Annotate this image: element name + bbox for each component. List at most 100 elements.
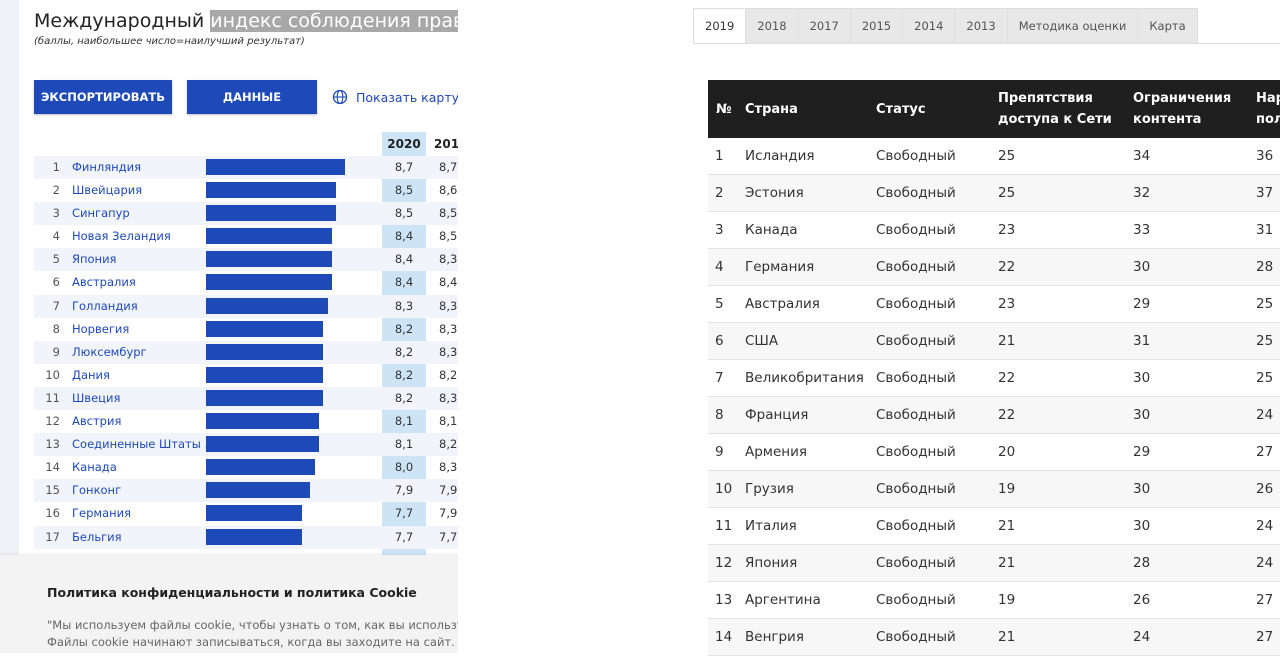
- country-link[interactable]: Голландия: [72, 298, 138, 313]
- freedom-table-header: № Страна Статус Препятствия доступа к Сет…: [708, 80, 1280, 138]
- data-button[interactable]: ДАННЫЕ: [187, 80, 317, 114]
- country-link[interactable]: Новая Зеландия: [72, 229, 171, 244]
- table-row[interactable]: 10 Грузия Свободный 19 30 26: [708, 471, 1280, 508]
- rank: 3: [52, 206, 60, 221]
- table-row[interactable]: 11 Италия Свободный 21 30 24: [708, 508, 1280, 545]
- rank: 8: [52, 321, 60, 336]
- score-2020: 8,1: [394, 437, 414, 452]
- table-row[interactable]: 1 Исландия Свободный 25 34 36: [708, 138, 1280, 175]
- row-rights: 31: [1256, 222, 1274, 238]
- cookie-title: Политика конфиденциальности и политика C…: [47, 585, 417, 600]
- country-link[interactable]: Германия: [72, 506, 132, 521]
- row-status: Свободный: [876, 370, 956, 386]
- table-row[interactable]: 8 Франция Свободный 22 30 24: [708, 397, 1280, 434]
- country-link[interactable]: Финляндия: [72, 160, 142, 174]
- row-number: 12: [715, 555, 733, 571]
- table-row[interactable]: 7 Великобритания Свободный 22 30 25: [708, 360, 1280, 397]
- column-header-2020[interactable]: 2020: [387, 137, 421, 151]
- score-2020: 8,2: [394, 390, 414, 405]
- table-row[interactable]: 4 Германия Свободный 22 30 28: [708, 249, 1280, 286]
- country-link[interactable]: Австрия: [72, 414, 122, 429]
- score-2019: 7,7: [439, 529, 458, 544]
- header-status[interactable]: Статус: [876, 101, 926, 117]
- tab-2014[interactable]: 2014: [903, 8, 956, 44]
- header-rights[interactable]: Нар пол: [1256, 80, 1280, 138]
- index-row[interactable]: 15 Гонконг 7,9 7,9: [34, 479, 458, 503]
- tab-2015[interactable]: 2015: [850, 8, 904, 44]
- country-link[interactable]: Швеция: [72, 390, 121, 405]
- index-row[interactable]: 7 Голландия 8,3 8,3: [34, 294, 458, 318]
- country-link[interactable]: Япония: [72, 252, 117, 267]
- header-country[interactable]: Страна: [745, 101, 798, 117]
- table-row[interactable]: 3 Канада Свободный 23 33 31: [708, 212, 1280, 249]
- index-row[interactable]: 10 Дания 8,2 8,2: [34, 364, 458, 387]
- country-link[interactable]: Австралия: [72, 275, 136, 290]
- index-row[interactable]: 5 Япония 8,4 8,3: [34, 248, 458, 272]
- tab-2019[interactable]: 2019: [693, 8, 747, 44]
- index-row[interactable]: 3 Сингапур 8,5 8,5: [34, 202, 458, 226]
- row-rights: 24: [1256, 518, 1274, 534]
- tab-2018[interactable]: 2018: [746, 8, 799, 44]
- country-link[interactable]: Канада: [72, 460, 117, 475]
- index-row[interactable]: 12 Австрия 8,1 8,1: [34, 410, 458, 433]
- row-rights: 36: [1256, 148, 1274, 164]
- table-row[interactable]: 13 Аргентина Свободный 19 26 27: [708, 582, 1280, 619]
- country-link[interactable]: Соединенные Штаты ...: [72, 437, 206, 452]
- table-row[interactable]: 12 Япония Свободный 21 28 24: [708, 545, 1280, 582]
- tab-2017[interactable]: 2017: [798, 8, 851, 44]
- header-access[interactable]: Препятствия доступа к Сети: [998, 80, 1112, 138]
- score-2020: 7,7: [394, 529, 414, 544]
- rank: 13: [45, 437, 60, 452]
- index-row[interactable]: 1 Финляндия 8,7 8,7: [34, 156, 458, 180]
- table-row[interactable]: 2 Эстония Свободный 25 32 37: [708, 175, 1280, 212]
- row-content: 28: [1133, 555, 1151, 571]
- tab-methodology[interactable]: Методика оценки: [1007, 8, 1139, 44]
- table-row[interactable]: 14 Венгрия Свободный 21 24 27: [708, 619, 1280, 656]
- property-rights-panel: Международный индекс соблюдения прав соб…: [0, 0, 458, 653]
- index-row[interactable]: 11 Швеция 8,2 8,3: [34, 386, 458, 411]
- row-number: 7: [715, 370, 724, 386]
- country-link[interactable]: Швейцария: [72, 183, 143, 198]
- country-link[interactable]: Гонконг: [72, 483, 122, 498]
- export-button[interactable]: ЭКСПОРТИРОВАТЬ: [34, 80, 172, 114]
- row-number: 6: [715, 333, 724, 349]
- table-row[interactable]: 9 Армения Свободный 20 29 27: [708, 434, 1280, 471]
- tab-map[interactable]: Карта: [1138, 8, 1198, 44]
- score-2020: 8,2: [394, 321, 414, 336]
- index-row[interactable]: 16 Германия 7,7 7,9: [34, 502, 458, 525]
- score-2019: 7,9: [439, 506, 458, 521]
- country-link[interactable]: Норвегия: [72, 321, 130, 336]
- index-row[interactable]: 13 Соединенные Штаты ... 8,1 8,2: [34, 433, 458, 457]
- row-country: Австралия: [745, 296, 820, 312]
- country-link[interactable]: Сингапур: [72, 206, 130, 221]
- header-content[interactable]: Ограничения контента: [1133, 80, 1231, 138]
- index-row[interactable]: 2 Швейцария 8,5 8,6: [34, 179, 458, 202]
- score-2019: 8,2: [439, 367, 458, 382]
- index-row[interactable]: 17 Бельгия 7,7 7,7: [34, 525, 458, 549]
- row-access: 21: [998, 333, 1016, 349]
- row-country: Германия: [745, 259, 815, 275]
- row-content: 30: [1133, 481, 1151, 497]
- title-text: Международный: [34, 10, 211, 32]
- row-access: 25: [998, 185, 1016, 201]
- score-bar: [206, 320, 323, 337]
- index-row[interactable]: 8 Норвегия 8,2 8,3: [34, 318, 458, 341]
- index-row[interactable]: 14 Канада 8,0 8,3: [34, 456, 458, 479]
- index-row[interactable]: 9 Люксембург 8,2 8,3: [34, 340, 458, 364]
- tab-2013[interactable]: 2013: [955, 8, 1008, 44]
- table-row[interactable]: 5 Австралия Свободный 23 29 25: [708, 286, 1280, 323]
- table-row[interactable]: 6 США Свободный 21 31 25: [708, 323, 1280, 360]
- show-map-link[interactable]: Показать карту: [332, 89, 458, 105]
- score-2019: 8,3: [439, 344, 458, 359]
- score-2020: 8,5: [394, 206, 414, 221]
- header-rights-line: Нар: [1256, 91, 1280, 106]
- column-header-2019[interactable]: 2019: [434, 137, 458, 151]
- country-link[interactable]: Дания: [72, 367, 110, 382]
- index-row[interactable]: 6 Австралия 8,4 8,4: [34, 271, 458, 294]
- country-link[interactable]: Бельгия: [72, 529, 122, 544]
- title-selected-text[interactable]: индекс соблюдения прав собстве: [210, 10, 458, 32]
- row-country: Армения: [745, 444, 808, 460]
- row-status: Свободный: [876, 296, 956, 312]
- index-row[interactable]: 4 Новая Зеландия 8,4 8,5: [34, 225, 458, 248]
- country-link[interactable]: Люксембург: [72, 344, 147, 359]
